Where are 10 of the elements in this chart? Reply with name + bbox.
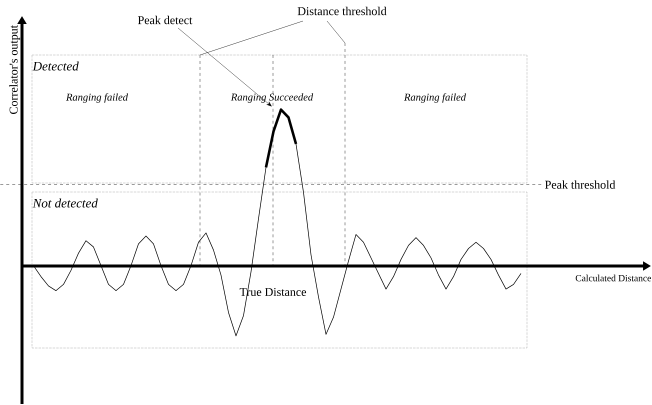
text: Ranging Succeeded: [230, 93, 314, 103]
text: Ranging failed: [404, 93, 466, 103]
text: Peak detect: [138, 16, 192, 24]
text: Detected: [32, 61, 79, 71]
y-axis-title: Correlator's output: [9, 25, 20, 114]
annotation: Not detected: [32, 198, 98, 208]
text: Distance threshold: [298, 6, 387, 16]
text: Ranging failed: [66, 93, 128, 103]
text: Calculated Distance: [576, 274, 651, 282]
ref-line-label: Peak threshold: [545, 180, 616, 189]
